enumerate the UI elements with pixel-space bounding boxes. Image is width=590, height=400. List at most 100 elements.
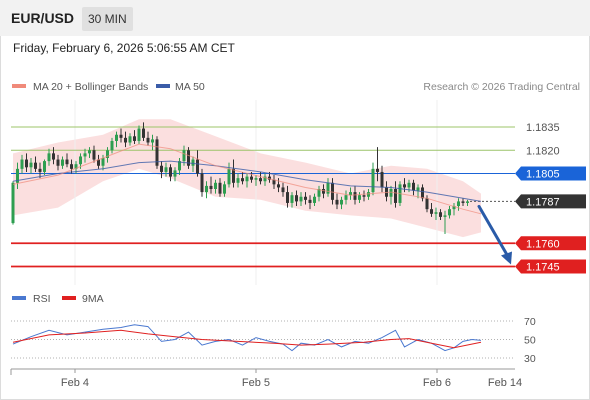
candle-body — [430, 209, 433, 214]
candle-body — [106, 150, 109, 158]
candle-body — [335, 199, 339, 205]
candle-body — [412, 182, 415, 191]
candle-body — [466, 201, 469, 203]
time-tick-label: Feb 4 — [61, 377, 89, 389]
candle-body — [403, 184, 406, 188]
price-legend: MA 20 + Bollinger Bands MA 50 — [12, 81, 205, 93]
candle-body — [344, 195, 348, 200]
candle-body — [277, 184, 280, 188]
candle-body — [133, 136, 136, 141]
candle-body — [178, 161, 181, 171]
candle-body — [38, 168, 42, 172]
candle-body — [128, 136, 132, 143]
moving-averages — [12, 143, 482, 215]
ma20-legend-label: MA 20 + Bollinger Bands — [33, 81, 148, 93]
candle-body — [317, 189, 321, 197]
candle-body — [110, 140, 114, 151]
candle-body — [52, 153, 55, 160]
candle-body — [236, 178, 240, 183]
candle-body — [151, 139, 154, 143]
candle-body — [205, 185, 208, 193]
rsi-ma-line — [12, 329, 482, 349]
candle-body — [88, 150, 91, 154]
candle-body — [268, 176, 271, 180]
candle-body — [101, 158, 105, 166]
time-axis: Feb 4 Feb 5 Feb 6 Feb 14 — [10, 368, 522, 389]
rsi-ma-legend-swatch — [62, 296, 76, 300]
price-grid — [74, 100, 438, 285]
candle-body — [443, 215, 447, 217]
candle-body — [115, 134, 118, 141]
candle-body — [376, 168, 379, 172]
candle-body — [308, 199, 312, 203]
candle-body — [421, 187, 424, 199]
candle-body — [245, 176, 249, 182]
candle-body — [452, 206, 456, 210]
time-tick-label: Feb 5 — [242, 377, 270, 389]
candle-body — [394, 189, 397, 203]
candle-body — [353, 192, 357, 200]
forecast-arrow-head — [501, 251, 512, 265]
rsi-legend-swatch — [12, 296, 26, 300]
ma50-legend-swatch — [156, 84, 170, 88]
candlestick-series — [11, 122, 469, 234]
candle-body — [259, 178, 262, 182]
candle-body — [97, 159, 100, 166]
level-labels: 1.1835 1.1820 1.1805 1.1787 1.1760 1.1745 — [515, 122, 586, 274]
candle-body — [65, 159, 69, 165]
rsi-tick-label: 30 — [524, 353, 536, 365]
candle-body — [218, 182, 222, 194]
rsi-line — [12, 324, 482, 352]
rsi-panel: 70 50 30 — [11, 316, 536, 365]
candle-body — [79, 156, 82, 165]
chart-datetime: Friday, February 6, 2026 5:06:55 AM CET — [13, 41, 235, 55]
candle-body — [241, 178, 244, 182]
candle-body — [322, 189, 325, 194]
ma20-line — [12, 143, 482, 215]
candle-body — [457, 201, 460, 207]
candle-body — [196, 159, 199, 174]
ma20-legend-swatch — [12, 84, 26, 88]
ma50-line — [12, 160, 482, 202]
candle-body — [227, 168, 231, 185]
candle-body — [119, 134, 123, 138]
candle-body — [92, 150, 96, 160]
candle-body — [142, 128, 145, 138]
pivot-level-label: 1.1805 — [526, 169, 560, 181]
support-level-tag — [515, 236, 586, 251]
candle-body — [349, 192, 352, 196]
candle-body — [155, 139, 159, 166]
candle-body — [16, 168, 19, 183]
candle-body — [74, 164, 78, 169]
candle-body — [160, 165, 163, 172]
source-credit: Research © 2026 Trading Central — [423, 81, 580, 93]
timeframe-button[interactable]: 30 MIN — [82, 7, 133, 31]
candle-body — [331, 182, 334, 200]
candle-body — [61, 159, 64, 166]
candle-body — [254, 178, 258, 180]
candle-body — [83, 153, 87, 157]
candle-body — [43, 161, 46, 172]
support-level-label: 1.1745 — [526, 262, 560, 274]
symbol-label: EUR/USD — [11, 10, 75, 26]
support-level-tag — [515, 259, 586, 274]
candle-body — [47, 153, 51, 162]
current-level-label: 1.1787 — [526, 196, 560, 208]
chart-header: EUR/USD 30 MIN — [0, 0, 590, 36]
candle-body — [299, 196, 303, 202]
candle-body — [169, 167, 172, 177]
ma50-legend-label: MA 50 — [175, 81, 205, 93]
forecast-arrow — [477, 204, 512, 265]
rsi-legend: RSI 9MA — [12, 293, 104, 305]
candle-body — [425, 198, 429, 210]
candle-body — [34, 162, 37, 169]
rsi-legend-label: RSI — [33, 293, 51, 305]
candle-body — [371, 168, 375, 193]
candle-body — [173, 170, 177, 177]
candle-body — [281, 187, 285, 193]
resistance-level-label: 1.1835 — [526, 122, 560, 134]
candle-body — [11, 182, 15, 224]
candle-body — [214, 182, 217, 189]
candle-body — [286, 192, 289, 203]
candle-body — [200, 173, 204, 193]
